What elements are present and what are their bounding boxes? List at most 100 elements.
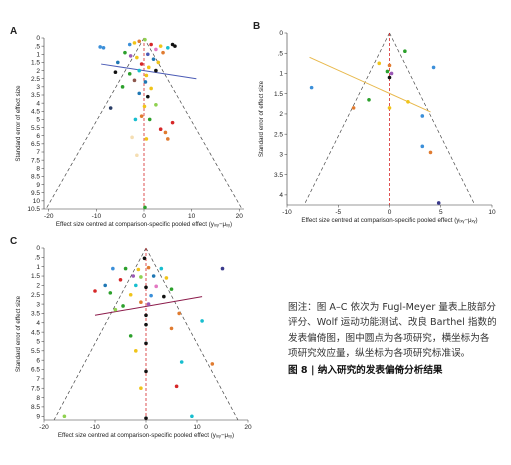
- x-axis-title: Effect size centred at comparison-specif…: [56, 221, 232, 228]
- y-tick-label: 5.5: [31, 125, 40, 132]
- y-tick-label: 7.5: [31, 385, 40, 392]
- y-tick-label: 8: [36, 395, 40, 402]
- study-point: [143, 37, 147, 42]
- y-tick-label: 1.5: [31, 273, 40, 280]
- y-tick-label: 7.5: [31, 157, 40, 164]
- y-tick-label: 4.5: [31, 108, 40, 115]
- study-point: [139, 62, 144, 66]
- study-point: [144, 369, 148, 374]
- study-point: [144, 137, 149, 141]
- y-tick-label: 3.5: [31, 311, 40, 318]
- study-point: [406, 100, 410, 104]
- y-tick-label: 1.5: [274, 91, 283, 98]
- y-tick-label: 2: [36, 283, 40, 290]
- funnel-left-boundary: [53, 247, 147, 421]
- study-point: [143, 80, 148, 84]
- y-tick-label: 3: [36, 301, 40, 308]
- y-tick-label: 1: [279, 71, 283, 78]
- y-tick-label: 6.5: [31, 141, 40, 148]
- study-point: [137, 91, 142, 96]
- y-tick-label: 7: [36, 376, 40, 383]
- study-point: [158, 44, 163, 48]
- panel-letter: C: [10, 236, 17, 247]
- study-point: [146, 265, 151, 270]
- study-point: [220, 266, 225, 271]
- study-point: [403, 49, 407, 54]
- x-tick-label: 10: [488, 209, 496, 216]
- study-point: [144, 313, 148, 318]
- x-tick-label: -20: [39, 424, 49, 431]
- x-axis-title: Effect size centred at comparison-specif…: [301, 217, 477, 224]
- study-point: [163, 130, 168, 135]
- y-tick-label: 2.5: [31, 292, 40, 299]
- funnel-right-boundary: [145, 247, 239, 421]
- study-point: [127, 72, 132, 76]
- y-tick-label: 2.5: [31, 76, 40, 83]
- funnel-right-boundary: [143, 37, 243, 210]
- study-point: [146, 302, 151, 306]
- study-point: [139, 300, 143, 305]
- y-tick-label: 3: [36, 84, 40, 91]
- study-point: [146, 65, 151, 70]
- study-point: [377, 61, 382, 66]
- study-point: [142, 104, 147, 109]
- y-tick-label: 8.5: [31, 404, 40, 411]
- study-point: [137, 68, 142, 73]
- y-tick-label: 10: [33, 198, 41, 205]
- study-point: [120, 85, 125, 89]
- study-point: [128, 54, 133, 58]
- study-point: [139, 275, 143, 279]
- study-point: [159, 266, 164, 271]
- study-point: [149, 86, 153, 91]
- study-point: [142, 256, 147, 261]
- y-tick-label: 2: [279, 111, 283, 118]
- study-point: [139, 386, 143, 391]
- study-point: [170, 120, 175, 125]
- x-tick-label: -10: [90, 424, 100, 431]
- study-point: [431, 65, 436, 70]
- study-point: [93, 289, 97, 293]
- study-point: [166, 45, 170, 50]
- y-tick-label: 5.5: [31, 348, 40, 355]
- study-point: [151, 274, 156, 278]
- study-point: [169, 326, 174, 331]
- study-point: [137, 39, 142, 44]
- study-point: [154, 284, 158, 289]
- study-point: [351, 106, 356, 110]
- study-point: [132, 78, 137, 83]
- x-tick-label: -10: [282, 209, 292, 216]
- study-point: [144, 73, 149, 78]
- y-tick-label: .5: [35, 255, 41, 262]
- y-tick-label: 4: [36, 320, 40, 327]
- funnel-plot-panel-b: B 0 .5 1 1.5 2 2.5 3 3.5 4 -10 -5 0 5 10 Effect size ce…: [253, 21, 496, 224]
- y-tick-label: 2: [36, 68, 40, 75]
- fit-line: [309, 56, 431, 113]
- y-tick-label: .5: [35, 43, 41, 50]
- y-tick-label: 10.5: [27, 206, 40, 213]
- y-tick-label: 9: [36, 182, 40, 189]
- funnel-left-boundary: [303, 32, 390, 206]
- y-tick-label: 4: [279, 192, 283, 199]
- y-axis-title: Standard error of effect size: [15, 295, 22, 372]
- study-point: [162, 294, 166, 299]
- study-point: [121, 304, 125, 308]
- y-tick-label: 3.5: [31, 92, 40, 99]
- panel-letter: B: [253, 21, 260, 32]
- study-point: [179, 360, 184, 364]
- study-point: [154, 68, 158, 73]
- study-point: [62, 414, 67, 419]
- study-point: [151, 57, 156, 61]
- figure-title: 图 8 | 纳入研究的发表偏倚分析结果: [288, 364, 443, 376]
- y-tick-label: 1.5: [31, 60, 40, 67]
- x-tick-label: -20: [44, 213, 54, 220]
- y-tick-label: 6: [36, 357, 40, 364]
- study-point: [144, 416, 148, 420]
- y-tick-label: 4: [36, 100, 40, 107]
- panel-letter: A: [10, 26, 17, 37]
- study-point: [98, 45, 102, 49]
- study-point: [169, 287, 174, 291]
- y-tick-label: 5: [36, 117, 40, 124]
- y-tick-label: 3: [279, 152, 283, 159]
- x-tick-label: 20: [244, 424, 252, 431]
